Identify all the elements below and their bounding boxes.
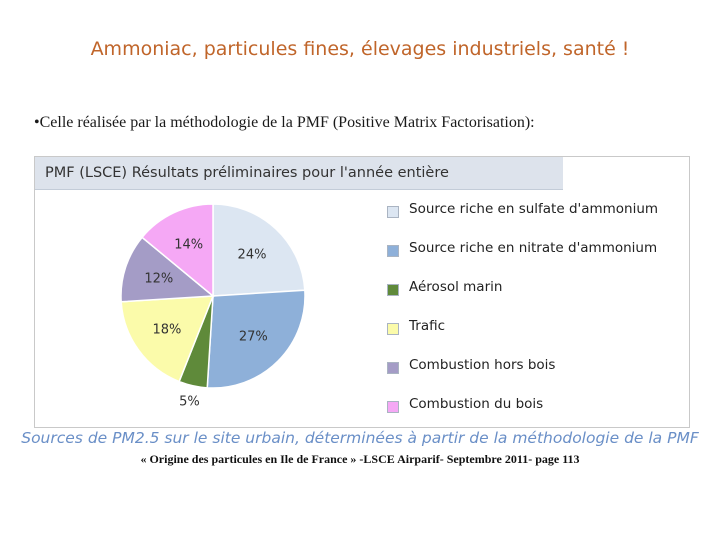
legend-item: Trafic [387, 318, 687, 357]
legend-swatch [387, 284, 399, 296]
slice-percent-label: 24% [238, 247, 267, 262]
slice-percent-label: 12% [144, 271, 173, 286]
chart-title: PMF (LSCE) Résultats préliminaires pour … [45, 165, 449, 181]
legend-swatch [387, 401, 399, 413]
legend-label: Combustion hors bois [409, 357, 556, 373]
slice-percent-label: 5% [179, 394, 200, 409]
pie-slice [120, 295, 215, 383]
legend-swatch [387, 362, 399, 374]
legend-label: Source riche en nitrate d'ammonium [409, 240, 658, 256]
legend-label: Source riche en sulfate d'ammonium [409, 201, 659, 217]
chart-header: PMF (LSCE) Résultats préliminaires pour … [35, 157, 563, 190]
bullet-text: •Celle réalisée par la méthodologie de l… [34, 114, 535, 131]
slice-percent-label: 14% [174, 237, 203, 252]
slice-percent-label: 27% [239, 329, 268, 344]
slide-title: Ammoniac, particules fines, élevages ind… [90, 38, 630, 60]
legend-item: Source riche en sulfate d'ammonium [387, 201, 687, 240]
chart-legend: Source riche en sulfate d'ammonium Source… [387, 201, 687, 435]
pie-chart: 24% 27% 5% 18% 12% 14% [120, 203, 306, 409]
legend-swatch [387, 206, 399, 218]
legend-item: Combustion hors bois [387, 357, 687, 396]
pie-slice [120, 236, 215, 303]
pie-slice [206, 289, 306, 389]
pie-slice [141, 203, 214, 298]
pie-chart-panel: PMF (LSCE) Résultats préliminaires pour … [34, 156, 690, 428]
legend-item: Source riche en nitrate d'ammonium [387, 240, 687, 279]
legend-label: Aérosol marin [409, 279, 503, 295]
legend-item: Combustion du bois [387, 396, 687, 435]
legend-swatch [387, 323, 399, 335]
slice-percent-label: 18% [152, 323, 181, 338]
legend-label: Trafic [409, 318, 446, 334]
pie-slice [212, 203, 306, 297]
source-citation: « Origine des particules en Ile de Franc… [140, 452, 580, 466]
legend-label: Combustion du bois [409, 396, 544, 412]
legend-swatch [387, 245, 399, 257]
legend-item: Aérosol marin [387, 279, 687, 318]
figure-caption: Sources de PM2.5 sur le site urbain, dét… [21, 429, 699, 447]
